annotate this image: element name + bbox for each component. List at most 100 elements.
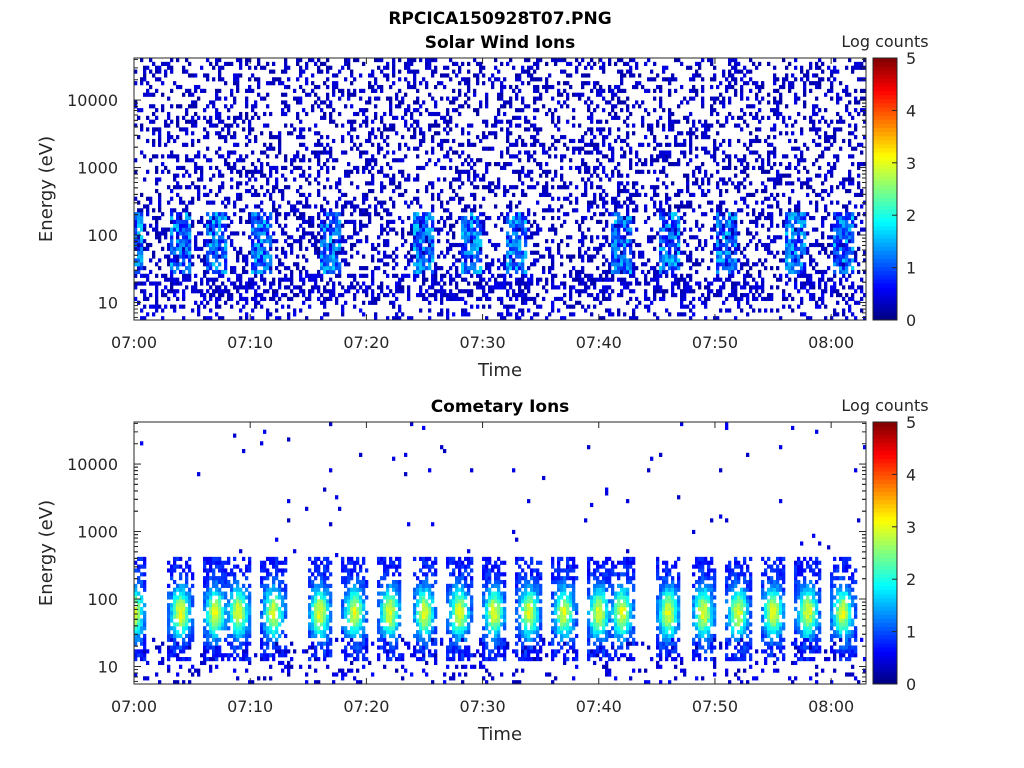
heatmap-cell <box>155 285 159 290</box>
heatmap-cell <box>476 108 480 113</box>
heatmap-cell <box>242 269 246 275</box>
heatmap-cell <box>746 312 750 317</box>
heatmap-cell <box>509 246 513 251</box>
heatmap-cell <box>287 277 291 282</box>
heatmap-cell <box>293 262 297 267</box>
heatmap-cell <box>350 200 354 205</box>
heatmap-cell <box>383 262 387 267</box>
heatmap-cell <box>182 165 186 171</box>
heatmap-cell <box>758 108 762 113</box>
heatmap-cell <box>365 165 369 171</box>
heatmap-cell <box>692 123 696 128</box>
heatmap-cell <box>569 158 573 163</box>
heatmap-cell <box>164 235 168 240</box>
heatmap-cell <box>632 123 636 128</box>
heatmap-cell <box>266 177 270 182</box>
heatmap-cell <box>413 227 417 232</box>
heatmap-cell <box>146 231 150 236</box>
heatmap-cell <box>488 296 492 302</box>
heatmap-cell <box>671 285 675 290</box>
heatmap-cell <box>371 281 375 286</box>
heatmap-cell <box>200 300 204 305</box>
heatmap-cell <box>620 262 624 267</box>
heatmap-cell <box>281 192 285 197</box>
heatmap-cell <box>734 215 738 221</box>
heatmap-cell <box>752 61 756 66</box>
heatmap-cell <box>245 204 249 209</box>
heatmap-cell <box>371 165 375 171</box>
heatmap-cell <box>770 142 774 147</box>
heatmap-cell <box>314 204 318 209</box>
heatmap-cell <box>440 312 444 317</box>
heatmap-cell <box>455 123 459 128</box>
heatmap-cell <box>209 61 213 66</box>
heatmap-cell <box>563 181 567 186</box>
heatmap-cell <box>686 65 690 70</box>
heatmap-cell <box>392 227 396 232</box>
heatmap-cell <box>731 181 735 186</box>
heatmap-cell <box>761 200 765 205</box>
heatmap-cell <box>323 246 327 251</box>
heatmap-cell <box>227 165 231 171</box>
heatmap-cell <box>398 69 402 74</box>
heatmap-cell <box>425 231 429 236</box>
heatmap-cell <box>524 69 528 74</box>
heatmap-cell <box>299 277 303 282</box>
heatmap-cell <box>338 189 342 194</box>
heatmap-cell <box>188 227 192 232</box>
heatmap-cell <box>479 69 483 74</box>
heatmap-cell <box>683 212 687 217</box>
heatmap-cell <box>164 227 168 232</box>
heatmap-cell <box>158 142 162 147</box>
heatmap-cell <box>254 273 258 278</box>
heatmap-cell <box>725 308 729 313</box>
heatmap-cell <box>536 181 540 186</box>
heatmap-cell <box>653 158 657 163</box>
heatmap-cell <box>194 154 198 159</box>
heatmap-cell <box>725 223 729 228</box>
heatmap-cell <box>518 77 522 82</box>
heatmap-cell <box>140 273 144 278</box>
heatmap-cell <box>200 65 204 70</box>
heatmap-cell <box>284 100 288 105</box>
heatmap-cell <box>215 108 219 113</box>
heatmap-cell <box>401 231 405 236</box>
heatmap-cell <box>275 246 279 251</box>
heatmap-cell <box>659 296 663 302</box>
heatmap-cell <box>302 192 306 197</box>
heatmap-cell <box>731 84 735 90</box>
heatmap-cell <box>161 162 165 167</box>
heatmap-cell <box>602 69 606 74</box>
heatmap-cell <box>743 285 747 290</box>
heatmap-cell <box>461 61 465 66</box>
heatmap-cell <box>650 239 654 244</box>
heatmap-cell <box>419 269 423 275</box>
heatmap-cell <box>527 173 531 178</box>
heatmap-cell <box>629 65 633 70</box>
heatmap-cell <box>281 277 285 282</box>
heatmap-cell <box>671 215 675 221</box>
heatmap-cell <box>587 204 591 209</box>
heatmap-cell <box>719 250 723 255</box>
heatmap-cell <box>464 289 468 294</box>
heatmap-cell <box>521 312 525 317</box>
heatmap-cell <box>476 215 480 221</box>
heatmap-cell <box>206 269 210 275</box>
heatmap-cell <box>518 266 522 271</box>
heatmap-cell <box>578 250 582 255</box>
heatmap-cell <box>152 61 156 66</box>
heatmap-cell <box>716 277 720 282</box>
heatmap-cell <box>221 269 225 275</box>
heatmap-cell <box>179 227 183 232</box>
heatmap-cell <box>173 208 177 213</box>
heatmap-cell <box>152 227 156 232</box>
heatmap-cell <box>521 192 525 197</box>
heatmap-cell <box>401 219 405 224</box>
heatmap-cell <box>602 289 606 294</box>
heatmap-cell <box>149 104 153 109</box>
heatmap-cell <box>230 219 234 224</box>
heatmap-cell <box>506 135 510 140</box>
heatmap-cell <box>695 177 699 182</box>
heatmap-cell <box>410 200 414 205</box>
heatmap-cell <box>155 219 159 224</box>
